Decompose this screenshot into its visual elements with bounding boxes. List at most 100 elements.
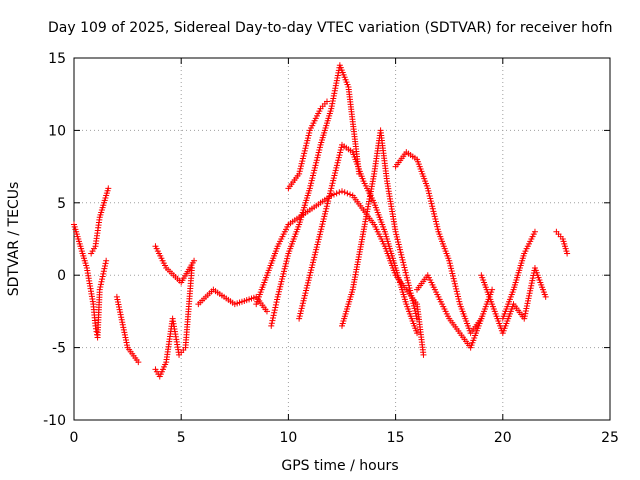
data-point — [450, 275, 457, 282]
data-point — [309, 172, 316, 179]
data-point — [99, 273, 106, 280]
data-point — [307, 269, 314, 276]
data-point — [527, 285, 534, 292]
data-point — [394, 236, 401, 243]
data-point — [335, 157, 342, 164]
data-point — [304, 282, 311, 289]
data-point — [305, 132, 312, 139]
data-point — [526, 290, 533, 297]
data-point — [413, 313, 420, 320]
data-point — [316, 231, 323, 238]
x-tick-label: 15 — [387, 430, 405, 446]
data-point — [301, 147, 308, 154]
data-point — [330, 92, 337, 99]
tick-labels: 0 5 10 15 20 25 -10 -5 0 5 10 15 — [43, 51, 619, 446]
data-point — [101, 262, 108, 269]
data-point — [274, 293, 281, 300]
data-point — [116, 304, 123, 311]
data-point — [299, 158, 306, 165]
data-point — [299, 300, 306, 307]
data-point — [407, 287, 414, 294]
data-point — [103, 257, 110, 264]
data-point — [323, 203, 330, 210]
data-point — [489, 286, 496, 293]
data-point — [397, 249, 404, 256]
data-point — [313, 157, 320, 164]
ticks — [73, 57, 611, 421]
data-point — [314, 154, 321, 161]
data-point — [451, 280, 458, 287]
data-point — [332, 85, 339, 92]
data-point — [122, 334, 129, 341]
y-axis-label: SDTVAR / TECUs — [6, 182, 22, 297]
data-point — [542, 293, 549, 300]
data-point — [322, 208, 329, 215]
data-point — [301, 150, 308, 157]
data-point — [531, 228, 538, 235]
data-point — [405, 279, 412, 286]
data-point — [326, 192, 333, 199]
data-point — [306, 274, 313, 281]
data-point — [334, 72, 341, 79]
data-point — [308, 264, 315, 271]
data-point — [334, 159, 341, 166]
data-point — [279, 273, 286, 280]
data-point — [451, 278, 458, 285]
data-point — [310, 169, 317, 176]
x-axis-label: GPS time / hours — [281, 458, 398, 474]
data-point — [277, 283, 284, 290]
data-point — [398, 251, 405, 258]
data-point — [452, 283, 459, 290]
data-point — [119, 319, 126, 326]
data-point — [332, 167, 339, 174]
data-point — [453, 288, 460, 295]
data-point — [296, 170, 303, 177]
data-point — [397, 246, 404, 253]
data-point — [429, 203, 436, 210]
data-point — [114, 296, 121, 303]
data-point — [114, 298, 121, 305]
data-point — [99, 276, 106, 283]
data-point — [296, 315, 303, 322]
data-point — [101, 265, 108, 272]
data-point — [115, 301, 122, 308]
data-point — [300, 152, 307, 159]
data-point — [396, 244, 403, 251]
data-point — [271, 309, 278, 316]
data-point — [312, 249, 319, 256]
data-point — [429, 205, 436, 212]
data-point — [403, 274, 410, 281]
data-point — [524, 300, 531, 307]
data-point — [100, 268, 107, 275]
chart-title: Day 109 of 2025, Sidereal Day-to-day VTE… — [48, 20, 612, 36]
data-point — [332, 169, 339, 176]
data-points — [71, 62, 571, 380]
data-point — [279, 276, 286, 283]
data-point — [321, 213, 328, 220]
data-point — [528, 280, 535, 287]
data-point — [329, 98, 336, 105]
y-tick-label: -5 — [52, 341, 66, 357]
data-point — [455, 296, 462, 303]
data-point — [315, 152, 322, 159]
data-point — [410, 300, 417, 307]
data-point — [272, 304, 279, 311]
data-point — [311, 254, 318, 261]
data-point — [455, 293, 462, 300]
data-point — [304, 135, 311, 142]
x-tick-label: 10 — [279, 430, 297, 446]
data-point — [329, 180, 336, 187]
y-tick-label: 10 — [48, 123, 66, 139]
data-point — [426, 192, 433, 199]
data-point — [116, 306, 123, 313]
data-point — [269, 317, 276, 324]
x-tick-label: 20 — [494, 430, 512, 446]
data-point — [321, 210, 328, 217]
data-point — [278, 278, 285, 285]
data-point — [309, 175, 316, 182]
data-point — [529, 275, 536, 282]
data-point — [328, 185, 335, 192]
data-point — [401, 264, 408, 271]
data-point — [412, 310, 419, 317]
data-point — [268, 320, 275, 327]
